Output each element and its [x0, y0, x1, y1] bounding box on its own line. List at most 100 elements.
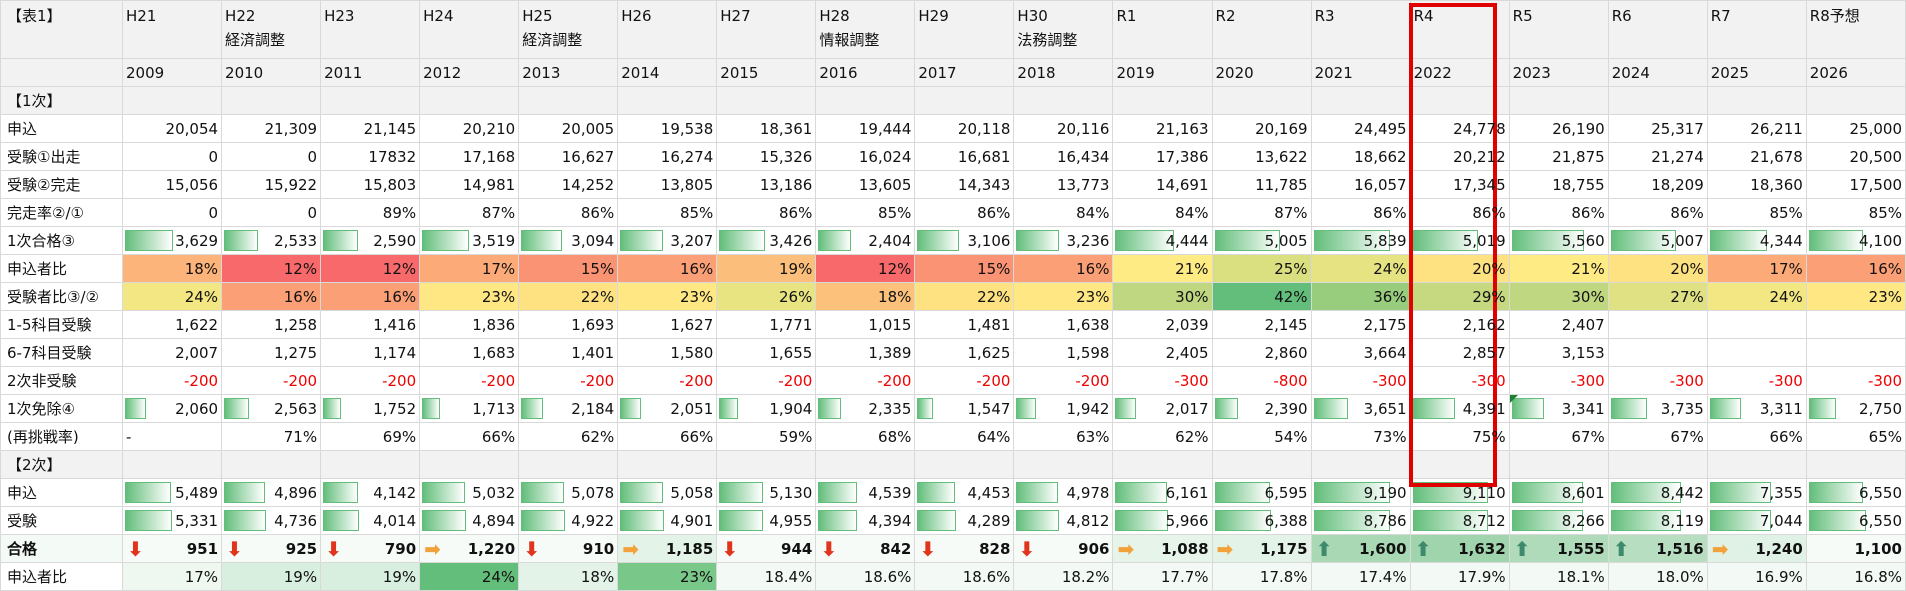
- cell-value: 3,735: [1660, 399, 1704, 418]
- cell-value: 89%: [382, 203, 417, 222]
- cell: 1,942: [1013, 394, 1114, 423]
- cell: 17,386: [1112, 142, 1213, 171]
- cell: 8,266: [1508, 506, 1609, 535]
- cell: 20,210: [419, 114, 520, 143]
- cell: 2,563: [221, 394, 322, 423]
- cell-value: -: [126, 427, 132, 446]
- section-blank: [121, 86, 223, 115]
- cell: 17832: [320, 142, 421, 171]
- section-blank: [1805, 450, 1906, 479]
- cell: 20,212: [1409, 142, 1510, 171]
- cell-value: 1,547: [967, 399, 1011, 418]
- row-ratio_apply: 申込者比 18% 12% 12% 17% 15% 16% 19% 12% 15% 16% 21% 25%…: [0, 254, 1906, 283]
- cell: ⬇ 828: [914, 534, 1015, 563]
- cell: 30%: [1112, 282, 1213, 311]
- cell: 17,168: [419, 142, 520, 171]
- cell: 18.2%: [1013, 562, 1114, 591]
- cell: ⬇ 906: [1013, 534, 1114, 563]
- cell-value: 1,683: [472, 343, 516, 362]
- cell-value: 910: [582, 539, 615, 558]
- cell-value: 62%: [580, 427, 615, 446]
- section-blank: [716, 450, 817, 479]
- column-year: 2009: [121, 58, 223, 87]
- cell: 86%: [914, 198, 1015, 227]
- cell-value: 4,736: [274, 511, 318, 530]
- cell-value: 67%: [1571, 427, 1605, 446]
- data-bar: [1016, 398, 1037, 419]
- cell: 21,309: [221, 114, 322, 143]
- data-bar: [521, 398, 544, 419]
- row-label: 申込者比: [0, 562, 123, 591]
- cell: 1,627: [617, 310, 718, 339]
- cell-value: 30%: [1175, 287, 1209, 306]
- cell: 84%: [1112, 198, 1213, 227]
- cell: 75%: [1409, 422, 1510, 451]
- cell-value: 2,175: [1363, 315, 1407, 334]
- cell-value: 1,752: [373, 399, 417, 418]
- cell-value: 19%: [283, 567, 318, 586]
- cell-value: 6,388: [1264, 511, 1308, 530]
- corner-label: 【表1】: [0, 0, 123, 59]
- cell-value: 20,500: [1849, 147, 1903, 166]
- cell: 3,426: [716, 226, 817, 255]
- cell: [1607, 338, 1708, 367]
- column-note: 情報調整: [819, 31, 880, 49]
- cell: 14,343: [914, 170, 1015, 199]
- cell-value: 1,389: [868, 343, 912, 362]
- cell: 0: [121, 142, 223, 171]
- row-label: 受験: [0, 506, 123, 535]
- trend-arrow-down-icon: ⬇: [226, 537, 243, 561]
- cell-value: 16%: [679, 259, 714, 278]
- row-label: 申込者比: [0, 254, 123, 283]
- data-bar: [1610, 398, 1647, 419]
- row-ratio2: 申込者比 17% 19% 19% 24% 18% 23% 18.4% 18.6% 18.6% 18.…: [0, 562, 1906, 591]
- cell-value: 86%: [778, 203, 813, 222]
- cell: 12%: [320, 254, 421, 283]
- cell: 2,162: [1409, 310, 1510, 339]
- cell-value: 4,978: [1066, 483, 1110, 502]
- cell: 85%: [815, 198, 916, 227]
- section-blank: [518, 86, 619, 115]
- cell-value: 71%: [283, 427, 318, 446]
- cell-value: 26,211: [1750, 119, 1803, 138]
- section-blank: [1607, 450, 1708, 479]
- cell: 1,401: [518, 338, 619, 367]
- cell-value: 19%: [382, 567, 417, 586]
- cell-value: 17832: [368, 147, 417, 166]
- cell: 21,678: [1706, 142, 1807, 171]
- cell-value: 5,019: [1462, 231, 1506, 250]
- cell-value: 2,060: [175, 399, 219, 418]
- section-blank: [1310, 86, 1411, 115]
- cell: 2,175: [1310, 310, 1411, 339]
- data-bar: [917, 482, 955, 503]
- cell: 23%: [1805, 282, 1906, 311]
- cell: 4,100: [1805, 226, 1906, 255]
- column-header: R6: [1607, 0, 1708, 59]
- cell: 4,955: [716, 506, 817, 535]
- data-bar: [1511, 230, 1584, 251]
- cell: 2,590: [320, 226, 421, 255]
- cell-value: 14,343: [957, 175, 1011, 194]
- cell-value: 7,044: [1759, 511, 1803, 530]
- data-bar: [1610, 482, 1681, 503]
- cell: 66%: [1706, 422, 1807, 451]
- trend-arrow-down-icon: ⬇: [919, 537, 937, 561]
- column-note: 経済調整: [225, 31, 286, 49]
- column-era: R5: [1512, 7, 1533, 25]
- cell-value: 2,390: [1264, 399, 1308, 418]
- cell-value: 18%: [580, 567, 615, 586]
- cell: -300: [1706, 366, 1807, 395]
- column-header: H30 法務調整: [1013, 0, 1114, 59]
- cell: 7,044: [1706, 506, 1807, 535]
- cell-value: 1,836: [472, 315, 516, 334]
- cell-value: 18.6%: [863, 567, 912, 586]
- section-blank: [320, 450, 421, 479]
- cell: 18%: [121, 254, 223, 283]
- column-header: H23: [320, 0, 421, 59]
- data-bar: [1016, 510, 1060, 531]
- cell: 3,311: [1706, 394, 1807, 423]
- cell: [1607, 310, 1708, 339]
- section-blank: [1805, 86, 1906, 115]
- column-era: H27: [720, 7, 751, 25]
- cell: 36%: [1310, 282, 1411, 311]
